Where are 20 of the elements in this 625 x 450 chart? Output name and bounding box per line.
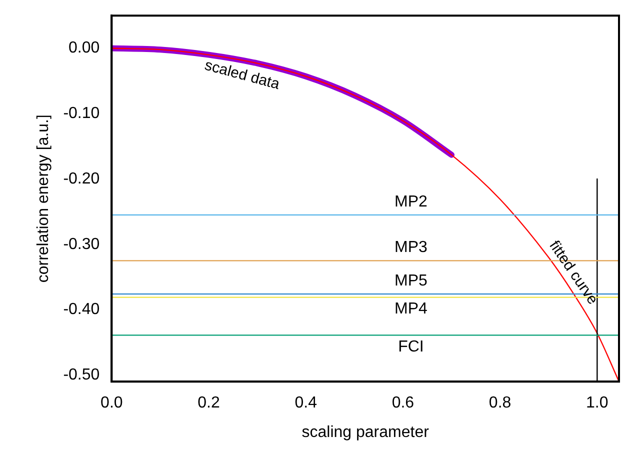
- x-tick-label: 0.2: [198, 394, 220, 412]
- ref-line-label: FCI: [398, 338, 424, 356]
- x-tick-label: 0.6: [392, 394, 414, 412]
- y-tick-label: -0.30: [63, 236, 100, 253]
- x-tick-label: 1.0: [586, 394, 608, 412]
- x-tick-label: 0.8: [488, 394, 512, 412]
- x-axis-title: scaling parameter: [302, 424, 430, 441]
- y-tick-label: -0.10: [63, 105, 100, 122]
- y-tick-label: -0.40: [63, 301, 100, 318]
- ref-line-label: MP2: [394, 193, 428, 210]
- ref-line-label: MP5: [394, 272, 428, 290]
- x-tick-label: 0.4: [294, 394, 318, 412]
- y-tick-label: -0.50: [63, 366, 100, 384]
- y-tick-label: -0.20: [63, 170, 100, 188]
- text: scaled data: [202, 56, 282, 94]
- ref-line-label: MP3: [394, 239, 428, 256]
- y-axis-title: correlation energy [a.u.]: [35, 114, 52, 283]
- x-tick-label: 0.0: [100, 394, 123, 412]
- ref-line-label: MP4: [394, 300, 428, 318]
- y-tick-label: 0.00: [68, 40, 100, 57]
